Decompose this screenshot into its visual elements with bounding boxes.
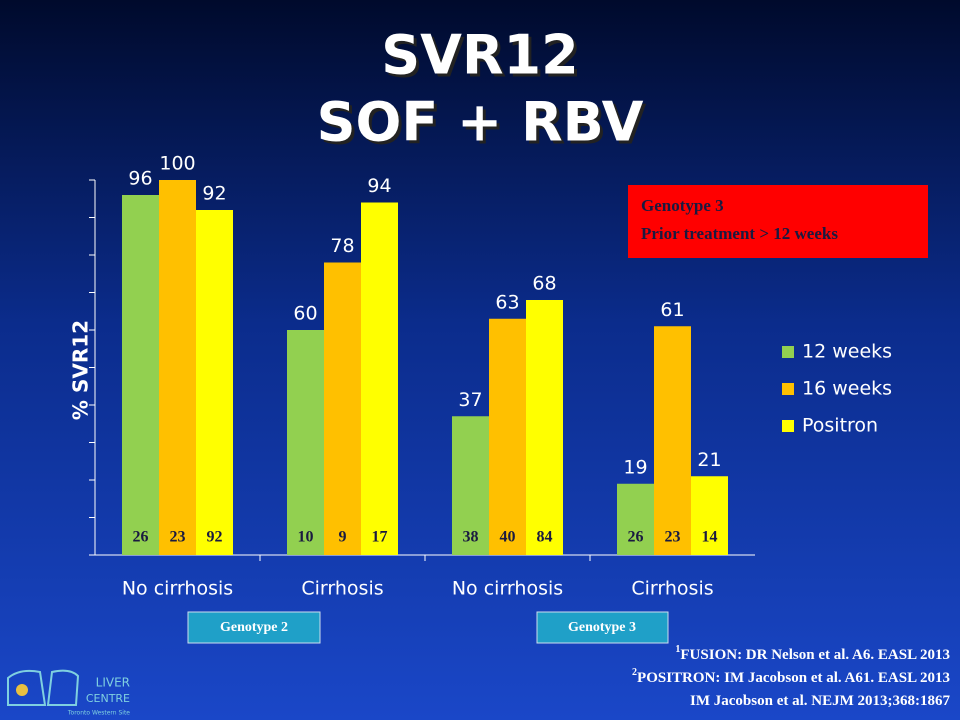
n-label: 84 <box>537 529 553 546</box>
y-axis-label: % SVR12 <box>69 320 93 420</box>
title: SOF + RBV <box>317 91 644 154</box>
reference-text: POSITRON: IM Jacobson et al. A61. EASL 2… <box>637 670 950 686</box>
bar <box>324 262 361 555</box>
logo-shape <box>7 669 47 706</box>
legend-swatch <box>782 420 794 432</box>
reference-text: IM Jacobson et al. NEJM 2013;368:1867 <box>690 693 950 709</box>
value-label: 21 <box>697 449 721 471</box>
annotation: Genotype 3 <box>641 196 724 215</box>
n-label: 26 <box>133 529 149 546</box>
value-label: 68 <box>532 273 556 295</box>
legend-label: 12 weeks <box>802 341 892 363</box>
bar <box>159 180 196 555</box>
logo: LIVER CENTRE Toronto Western Site <box>7 669 130 717</box>
reference: IM Jacobson et al. NEJM 2013;368:1867 <box>690 693 950 709</box>
n-label: 26 <box>628 529 644 546</box>
x-tick-label: No cirrhosis <box>452 578 563 600</box>
value-label: 92 <box>202 183 226 205</box>
annotation: Prior treatment > 12 weeks <box>641 224 838 243</box>
value-label: 60 <box>293 303 317 325</box>
value-label: 19 <box>623 456 647 478</box>
x-tick-label: Cirrhosis <box>631 578 713 600</box>
logo-shape <box>46 669 80 706</box>
n-label: 10 <box>298 529 314 546</box>
n-label: 23 <box>665 529 681 546</box>
title: SVR12 <box>381 24 578 87</box>
n-label: 14 <box>702 529 718 546</box>
bar <box>489 318 526 555</box>
bar <box>526 300 563 555</box>
value-label: 94 <box>367 175 391 197</box>
value-label: 63 <box>495 291 519 313</box>
group-label-box <box>536 611 669 644</box>
n-label: 17 <box>372 529 388 546</box>
legend-label: 16 weeks <box>802 378 892 400</box>
logo-dot <box>16 684 28 696</box>
group-label: Genotype 2 <box>220 620 288 635</box>
value-label: 37 <box>458 389 482 411</box>
reference-sup: 1 <box>675 644 680 655</box>
n-label: 38 <box>463 529 479 546</box>
n-label: 92 <box>207 529 223 546</box>
legend-label: Positron <box>802 415 878 437</box>
bar <box>452 416 489 555</box>
bar <box>654 326 691 555</box>
logo-text: CENTRE <box>86 692 130 705</box>
bar <box>287 330 324 555</box>
group-label-box <box>187 611 321 644</box>
x-tick-label: Cirrhosis <box>301 578 383 600</box>
value-label: 61 <box>660 299 684 321</box>
x-tick-label: No cirrhosis <box>122 578 233 600</box>
annotation-box <box>628 185 928 258</box>
legend-swatch <box>782 383 794 395</box>
bar <box>691 476 728 555</box>
reference: 1FUSION: DR Nelson et al. A6. EASL 2013 <box>675 644 950 663</box>
title-shadow: SOF + RBV <box>320 94 647 157</box>
reference-text: FUSION: DR Nelson et al. A6. EASL 2013 <box>680 647 950 663</box>
logo-text: LIVER <box>96 676 130 690</box>
legend-swatch <box>782 346 794 358</box>
group-label: Genotype 3 <box>568 620 636 635</box>
logo-text: Toronto Western Site <box>67 710 130 717</box>
n-label: 23 <box>170 529 186 546</box>
value-label: 100 <box>159 153 195 175</box>
bar <box>361 202 398 555</box>
bar <box>617 483 654 555</box>
value-label: 96 <box>128 168 152 190</box>
value-label: 78 <box>330 235 354 257</box>
reference-sup: 2 <box>632 667 637 678</box>
bar <box>196 210 233 555</box>
n-label: 40 <box>500 529 516 546</box>
bar <box>122 195 159 555</box>
reference: 2POSITRON: IM Jacobson et al. A61. EASL … <box>632 667 950 686</box>
title-shadow: SVR12 <box>384 27 581 90</box>
n-label: 9 <box>339 529 347 546</box>
